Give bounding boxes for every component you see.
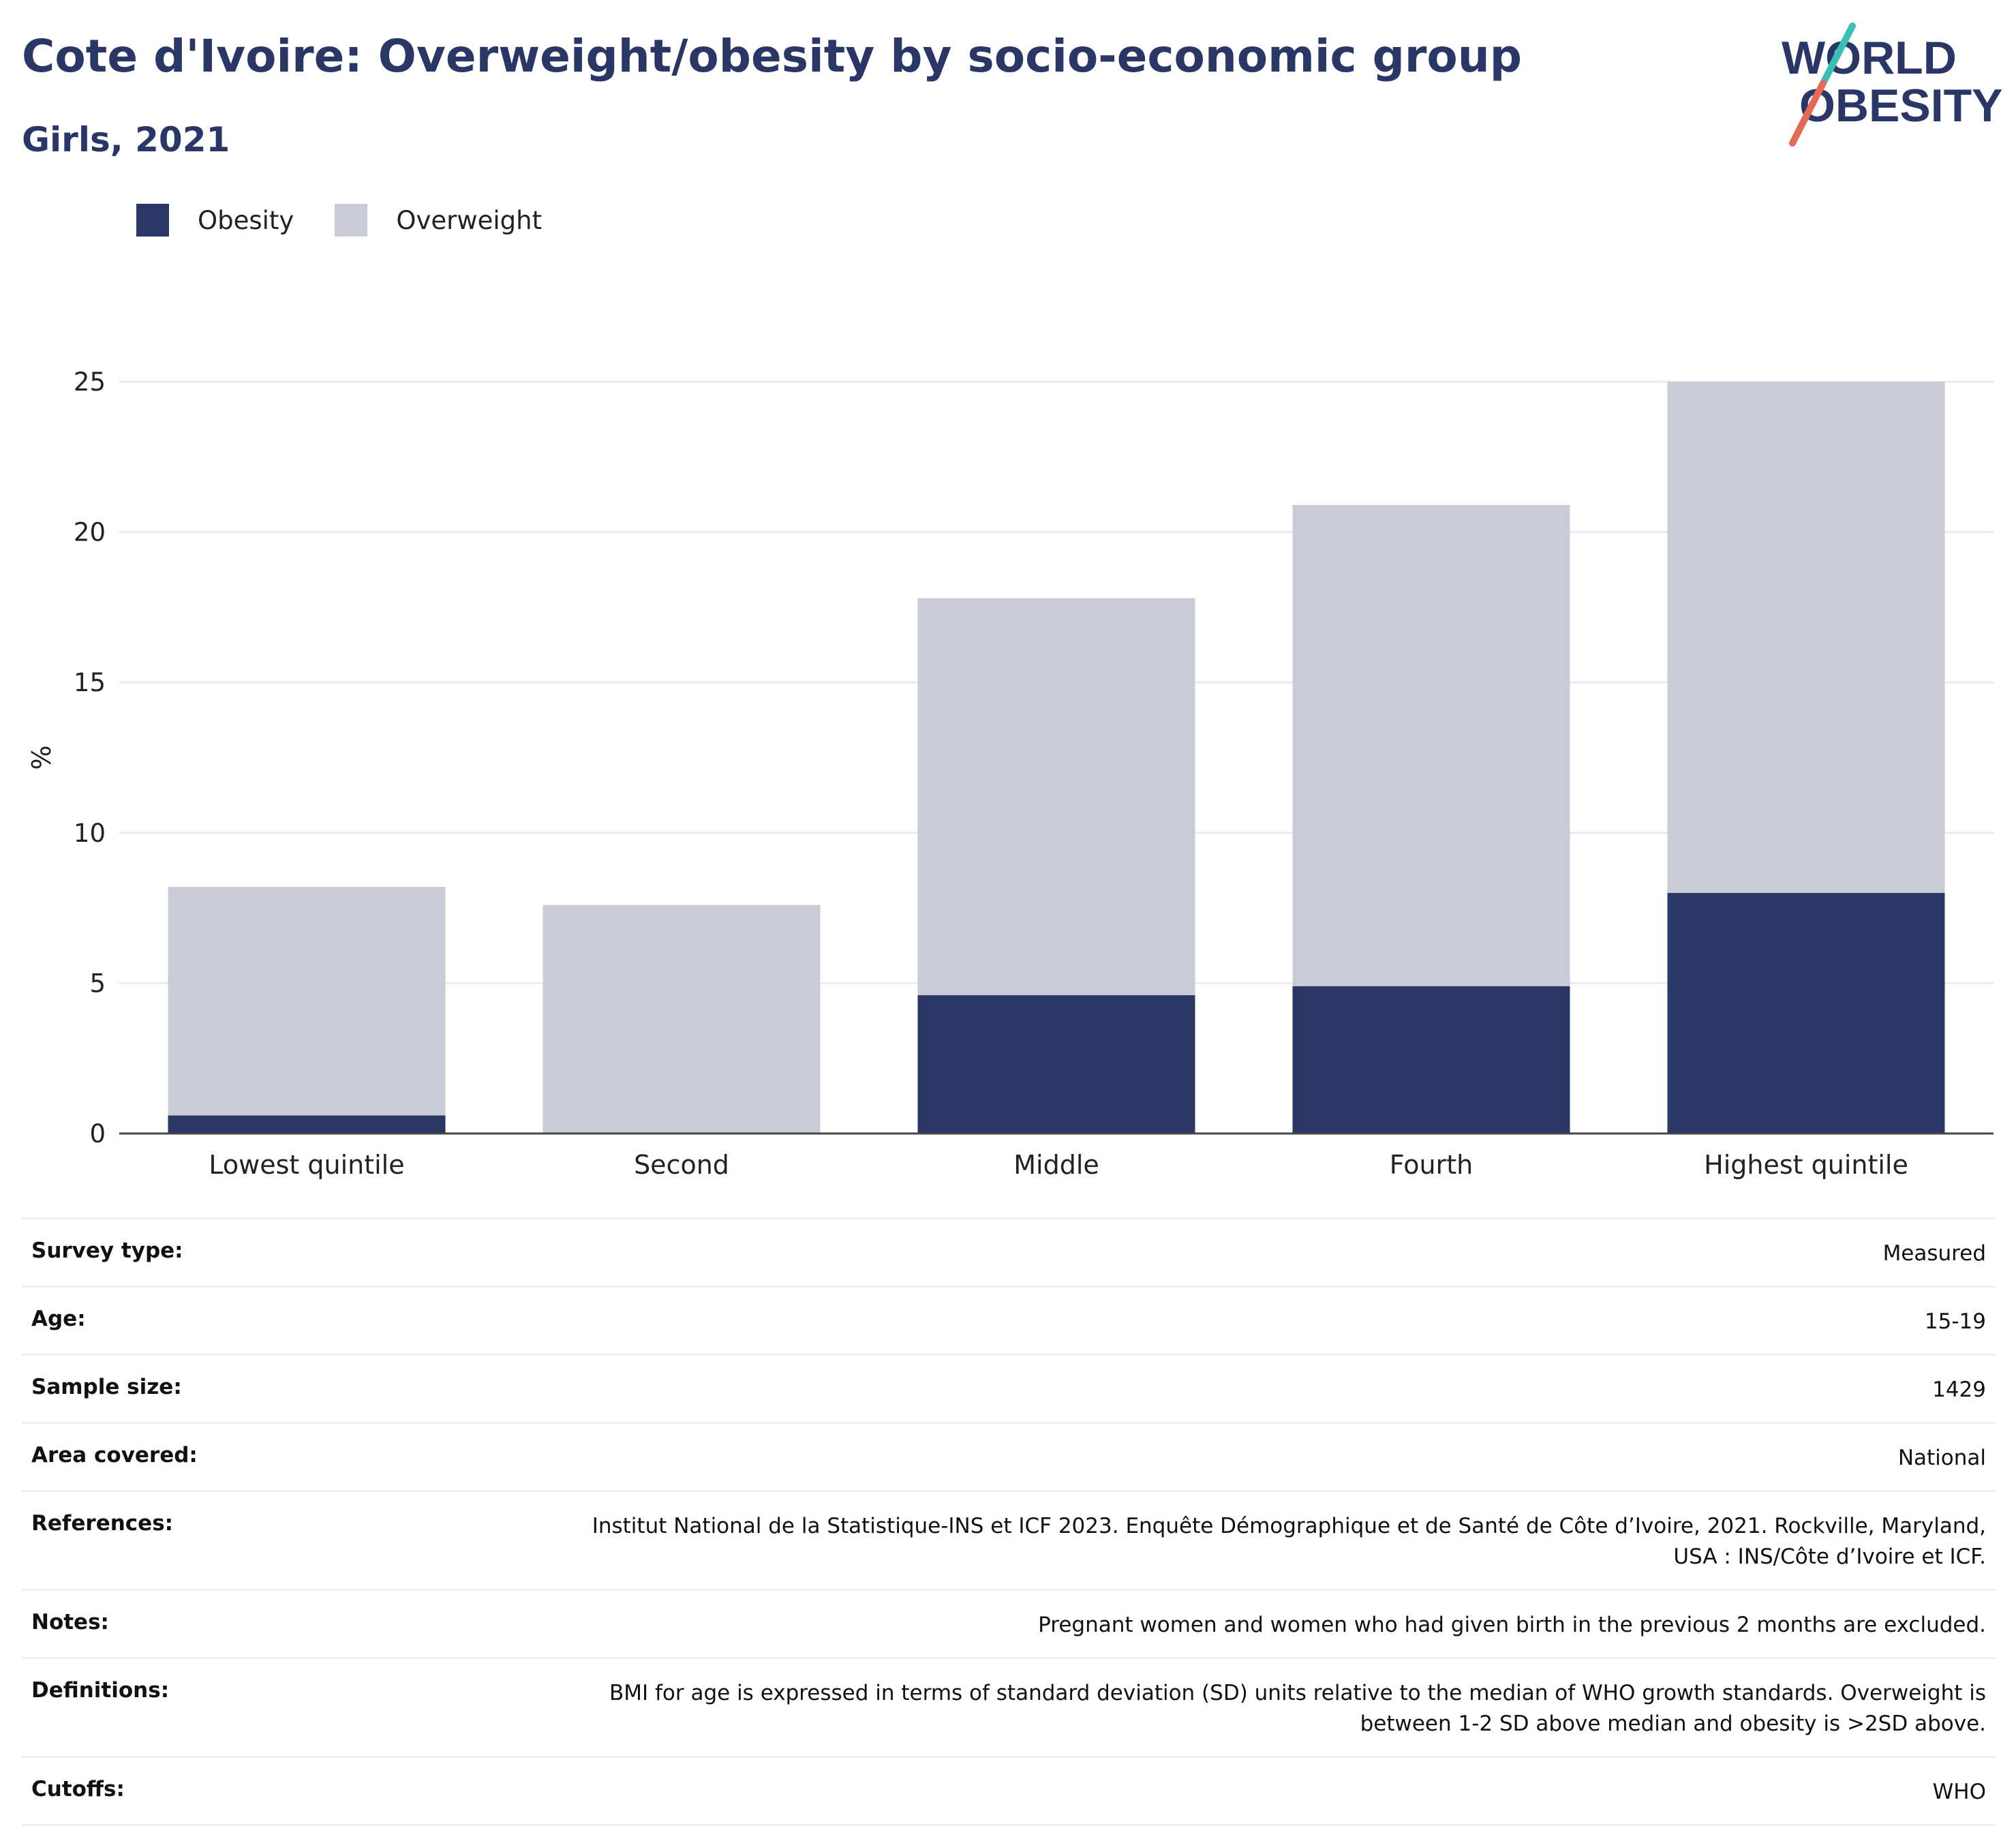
bar-chart: 0 5 10 15 20 25% Lowest quintile Second Middle Fo… — [27, 367, 1994, 1180]
x-tick-label: Highest quintile — [1704, 1150, 1908, 1180]
bar-overweight-fourth — [1292, 504, 1570, 986]
y-tick-label: 5 — [89, 969, 106, 998]
info-key: Notes: — [31, 1610, 109, 1634]
info-value: WHO — [1932, 1780, 1986, 1804]
legend-swatch-overweight — [335, 204, 368, 237]
chart-title: Cote d'Ivoire: Overweight/obesity by soc… — [22, 30, 1523, 82]
x-tick-label: Middle — [1013, 1150, 1099, 1180]
info-row: Survey type: Measured — [22, 1219, 1996, 1288]
bar-overweight-middle — [917, 598, 1195, 996]
info-row: Notes: Pregnant women and women who had g… — [22, 1591, 1996, 1659]
legend-item-overweight: Overweight — [335, 204, 542, 237]
bar-overweight-lowest-quintile — [168, 887, 446, 1116]
info-value: 15-19 — [1924, 1309, 1986, 1334]
y-tick-label: 10 — [74, 819, 106, 848]
svg-text:OBESITY: OBESITY — [1799, 80, 2003, 132]
bar-obesity-middle — [917, 995, 1195, 1133]
y-axis-label: % — [27, 745, 57, 770]
info-value: Institut National de la Statistique-INS … — [592, 1514, 1986, 1569]
svg-text:WORLD: WORLD — [1782, 32, 1957, 84]
bar-obesity-fourth — [1292, 986, 1570, 1133]
info-key: References: — [31, 1511, 174, 1536]
legend-label-overweight: Overweight — [396, 205, 543, 235]
info-key: Area covered: — [31, 1443, 198, 1467]
bar-obesity-lowest-quintile — [168, 1115, 446, 1133]
info-row: Sample size: 1429 — [22, 1356, 1996, 1424]
legend-swatch-obesity — [136, 204, 169, 237]
info-row: Cutoffs: WHO — [22, 1758, 1996, 1826]
world-obesity-logo: WORLD OBESITY — [1782, 22, 2003, 147]
info-key: Survey type: — [31, 1238, 183, 1263]
y-tick-label: 0 — [89, 1119, 106, 1148]
info-key: Definitions: — [31, 1678, 170, 1703]
x-tick-label: Fourth — [1390, 1150, 1473, 1180]
y-tick-label: 20 — [74, 518, 106, 547]
info-key: Sample size: — [31, 1375, 182, 1399]
legend-label-obesity: Obesity — [198, 205, 294, 235]
bar-obesity-highest-quintile — [1667, 893, 1945, 1133]
info-value: 1429 — [1932, 1378, 1986, 1402]
info-value: BMI for age is expressed in terms of sta… — [609, 1681, 1986, 1736]
y-tick-label: 15 — [74, 668, 106, 697]
info-key: Age: — [31, 1307, 86, 1331]
info-key: Cutoffs: — [31, 1777, 125, 1801]
chart-legend: Obesity Overweight — [136, 203, 583, 237]
x-tick-label: Second — [634, 1150, 729, 1180]
info-row: Definitions: BMI for age is expressed in … — [22, 1659, 1996, 1758]
y-tick-label: 25 — [74, 367, 106, 397]
bar-overweight-second — [543, 904, 821, 1133]
x-tick-label: Lowest quintile — [209, 1150, 404, 1180]
info-row: Age: 15-19 — [22, 1288, 1996, 1356]
survey-info-table: Survey type: Measured Age: 15-19 Sample size… — [22, 1217, 1996, 1826]
info-row: References: Institut National de la Stati… — [22, 1492, 1996, 1591]
chart-subtitle: Girls, 2021 — [22, 120, 230, 159]
bar-overweight-highest-quintile — [1667, 382, 1945, 894]
info-value: National — [1897, 1446, 1986, 1470]
legend-item-obesity: Obesity — [136, 204, 294, 237]
info-row: Area covered: National — [22, 1424, 1996, 1492]
info-value: Measured — [1882, 1241, 1986, 1266]
info-value: Pregnant women and women who had given b… — [1038, 1613, 1986, 1637]
